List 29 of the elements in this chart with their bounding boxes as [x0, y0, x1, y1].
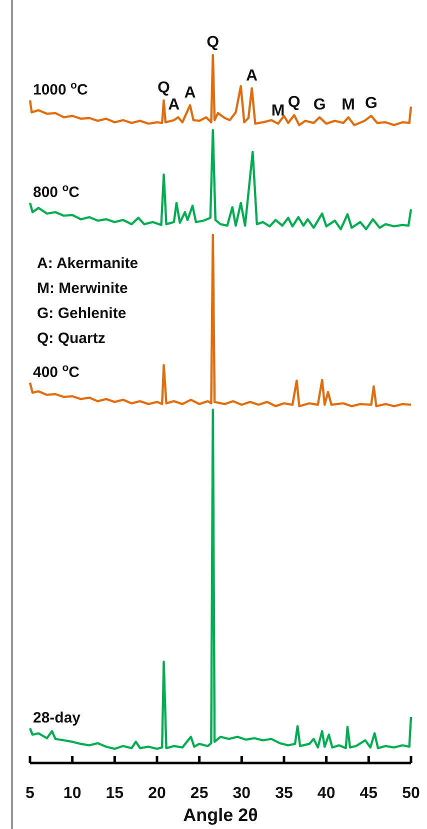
x-tick-label: 10	[63, 785, 82, 802]
x-tick-label: 40	[317, 785, 336, 802]
annotation: G	[364, 94, 378, 112]
x-axis-title: Angle 2θ	[183, 805, 258, 825]
x-tick-label: 45	[360, 785, 378, 802]
annotation: Q	[206, 34, 220, 51]
x-tick-label: 30	[232, 785, 251, 802]
annotation: M	[271, 102, 285, 120]
annotation: Q: Quartz	[37, 330, 106, 347]
annotation: A	[246, 67, 258, 84]
x-tick-label: 20	[148, 785, 166, 802]
series-label: 400 $^{o}$C	[33, 362, 80, 381]
annotation: A: Akermanite	[37, 255, 138, 272]
x-tick-label: 5	[26, 785, 35, 802]
annotation: M	[342, 96, 356, 114]
annotation: G: Gehlenite	[37, 305, 126, 322]
series-label: 800 $^{o}$C	[33, 182, 80, 201]
series-label: 28-day	[33, 709, 82, 726]
annotation: A	[184, 84, 196, 102]
annotation: A	[168, 96, 180, 114]
annotation: M: Merwinite	[37, 280, 128, 297]
series-label: 1000 $^{o}$C	[33, 79, 88, 98]
x-tick-label: 50	[402, 785, 420, 802]
annotation: Q	[288, 94, 300, 112]
annotation: Q	[158, 79, 170, 96]
annotation: G	[313, 96, 326, 114]
x-tick-label: 35	[275, 785, 293, 802]
x-tick-label: 25	[190, 785, 208, 802]
x-tick-label: 15	[106, 785, 124, 802]
